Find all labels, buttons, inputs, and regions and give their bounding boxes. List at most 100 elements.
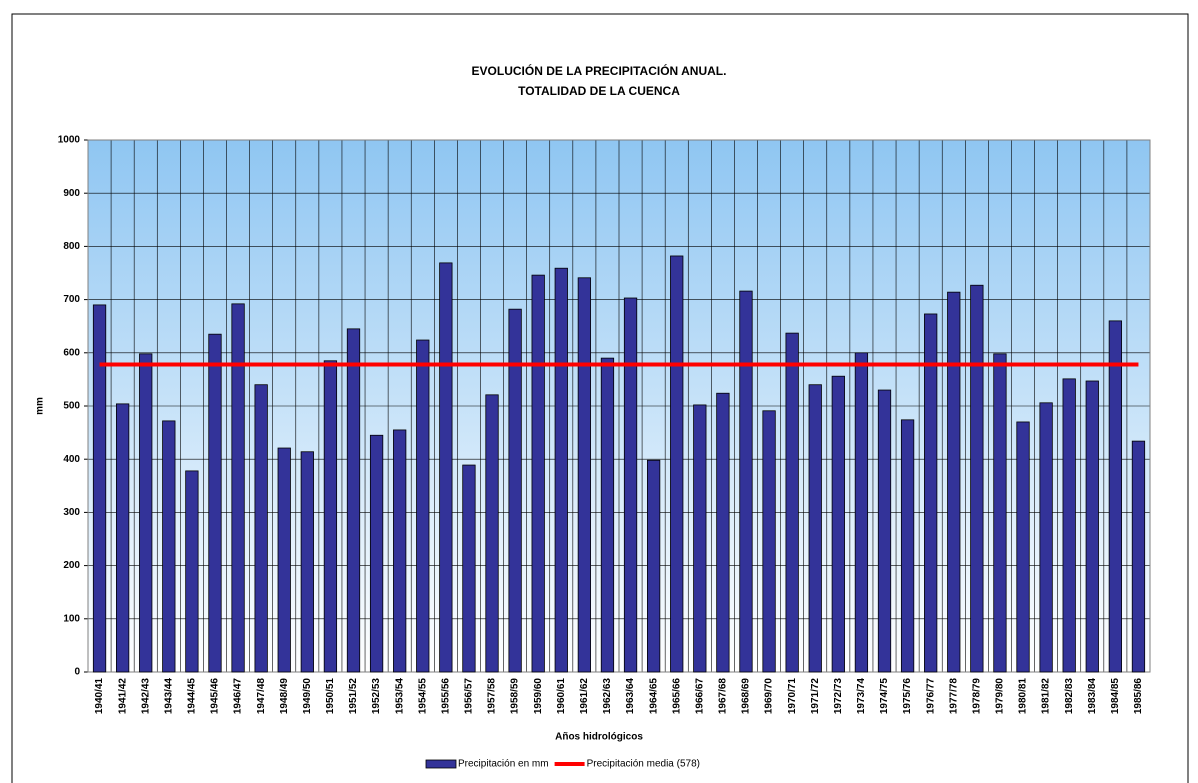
y-tick-label: 900 [63, 188, 80, 199]
bar [900, 419, 915, 673]
x-tick-label: 1950/51 [325, 678, 336, 715]
legend-label: Precipitación media (578) [587, 759, 700, 770]
x-tick-label: 1965/66 [671, 678, 682, 715]
y-tick-label: 200 [63, 560, 80, 571]
bar [762, 410, 776, 673]
x-tick-label: 1955/56 [440, 678, 451, 715]
y-tick-label: 100 [63, 613, 80, 624]
x-tick-label: 1979/80 [995, 678, 1006, 715]
bar [554, 267, 568, 673]
x-tick-label: 1968/69 [741, 678, 752, 715]
bar [739, 290, 753, 673]
bar [970, 284, 984, 673]
x-tick-label: 1971/72 [810, 678, 821, 715]
bar [323, 360, 338, 673]
y-tick-label: 700 [63, 294, 80, 305]
bar [854, 352, 869, 673]
x-tick-label: 1946/47 [233, 678, 244, 715]
x-tick-label: 1980/81 [1018, 678, 1029, 715]
x-tick-label: 1954/55 [417, 678, 428, 715]
bar [393, 429, 407, 673]
bar [346, 328, 361, 673]
chart-title: EVOLUCIÓN DE LA PRECIPITACIÓN ANUAL. [472, 63, 727, 78]
x-tick-label: 1966/67 [694, 678, 705, 715]
x-tick-label: 1947/48 [256, 678, 267, 715]
bar [1108, 320, 1123, 673]
x-tick-label: 1953/54 [394, 678, 405, 715]
x-tick-label: 1943/44 [163, 678, 174, 715]
bar [416, 339, 430, 673]
bar [808, 384, 822, 673]
x-tick-label: 1964/65 [648, 678, 659, 715]
x-tick-label: 1967/68 [718, 678, 729, 715]
x-tick-label: 1960/61 [556, 678, 567, 715]
x-tick-label: 1963/64 [625, 678, 636, 715]
y-tick-label: 600 [63, 347, 80, 358]
bar [485, 394, 499, 673]
bar [185, 470, 199, 673]
y-tick-label: 1000 [58, 135, 81, 146]
x-tick-label: 1956/57 [464, 678, 475, 715]
y-tick-label: 0 [74, 667, 80, 678]
x-tick-label: 1983/84 [1087, 678, 1098, 715]
x-tick-label: 1959/60 [533, 678, 544, 715]
x-axis-label: Años hidrológicos [555, 732, 643, 743]
bar [1039, 402, 1053, 673]
bar [462, 464, 476, 673]
bar [1062, 378, 1076, 673]
bar [1085, 380, 1099, 673]
bar [1131, 440, 1146, 673]
bar [600, 357, 615, 673]
y-axis-label: mm [35, 397, 46, 415]
x-tick-label: 1941/42 [117, 678, 128, 715]
x-tick-label: 1940/41 [94, 678, 105, 715]
bar [1016, 421, 1030, 673]
x-tick-label: 1981/82 [1041, 678, 1052, 715]
bar [693, 404, 707, 673]
bar [508, 308, 522, 673]
x-tick-label: 1961/62 [579, 678, 590, 715]
bar [139, 353, 153, 673]
bar [716, 392, 730, 673]
bar [231, 303, 245, 673]
bar [646, 459, 661, 673]
x-tick-label: 1945/46 [210, 678, 221, 715]
x-tick-label: 1949/50 [302, 678, 313, 715]
x-tick-label: 1951/52 [348, 678, 359, 715]
x-tick-label: 1976/77 [925, 678, 936, 715]
y-tick-label: 500 [63, 401, 80, 412]
x-tick-label: 1972/73 [833, 678, 844, 715]
bar [877, 389, 892, 673]
bar [670, 255, 684, 673]
bar [831, 375, 845, 673]
x-tick-label: 1952/53 [371, 678, 382, 715]
x-tick-label: 1975/76 [902, 678, 913, 715]
bar [277, 447, 291, 673]
legend-swatch [425, 759, 457, 769]
bar [208, 333, 222, 673]
bar [92, 304, 107, 673]
bar [623, 297, 638, 673]
bar [369, 434, 384, 673]
chart-title: TOTALIDAD DE LA CUENCA [518, 84, 680, 98]
bar [300, 451, 314, 673]
x-tick-label: 1944/45 [187, 678, 198, 715]
bar [254, 384, 268, 673]
x-tick-label: 1970/71 [787, 678, 798, 715]
bar [577, 277, 592, 673]
bar [947, 291, 961, 673]
x-tick-label: 1958/59 [510, 678, 521, 715]
x-tick-label: 1957/58 [487, 678, 498, 715]
y-tick-label: 300 [63, 507, 80, 518]
bar [924, 313, 938, 673]
x-tick-label: 1969/70 [764, 678, 775, 715]
x-tick-label: 1982/83 [1064, 678, 1075, 715]
x-tick-label: 1977/78 [948, 678, 959, 715]
x-tick-label: 1974/75 [879, 678, 890, 715]
x-tick-label: 1948/49 [279, 678, 290, 715]
x-tick-label: 1973/74 [856, 678, 867, 715]
x-tick-label: 1984/85 [1110, 678, 1121, 715]
bar [162, 420, 176, 673]
x-tick-label: 1942/43 [140, 678, 151, 715]
